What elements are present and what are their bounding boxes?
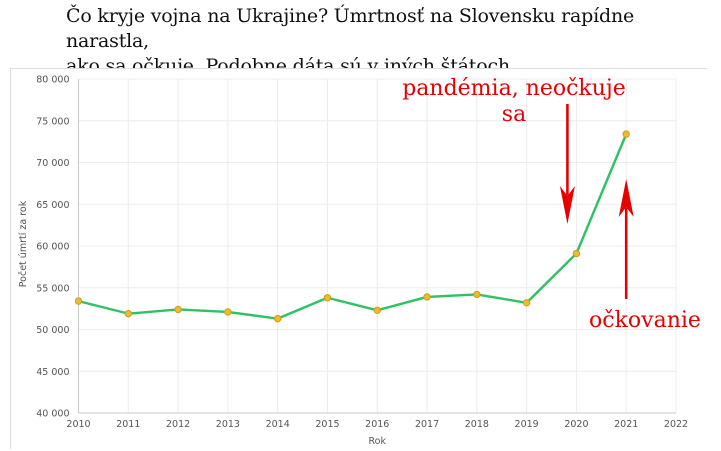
y-tick-label: 75 000: [36, 116, 69, 127]
x-tick-label: 2019: [515, 419, 539, 430]
page-title-line1: Čo kryje vojna na Ukrajine? Úmrtnosť na …: [66, 5, 635, 52]
x-axis-title: Rok: [369, 436, 387, 447]
x-tick-label: 2012: [166, 419, 190, 430]
x-tick-label: 2021: [614, 419, 638, 430]
data-point-2016: [373, 306, 381, 314]
y-tick-label: 50 000: [36, 325, 69, 336]
x-tick-label: 2018: [465, 419, 489, 430]
data-point-2019: [522, 299, 531, 307]
mortality-line: [77, 132, 628, 320]
data-point-2018: [473, 290, 481, 299]
pandemic-arrow-head: [559, 186, 575, 224]
y-tick-label: 65 000: [36, 200, 69, 211]
data-point-2012: [174, 305, 182, 314]
y-tick-label: 70 000: [36, 158, 69, 169]
vaccination-arrow-head: [618, 179, 634, 217]
data-point-2020: [572, 249, 581, 258]
data-point-2021: [622, 130, 630, 138]
y-tick-label: 45 000: [36, 367, 69, 378]
x-tick-label: 2016: [365, 419, 389, 430]
x-tick-label: 2011: [116, 419, 140, 430]
y-tick-label: 55 000: [36, 283, 69, 294]
x-tick-label: 2022: [664, 419, 688, 430]
data-point-2010: [74, 297, 83, 305]
data-point-2017: [423, 293, 431, 301]
data-point-2014: [273, 314, 282, 323]
y-tick-label: 60 000: [36, 242, 69, 253]
annotation-pandemic: pandémia, neočkuje sa: [402, 76, 626, 127]
y-tick-label: 40 000: [36, 409, 69, 420]
x-tick-label: 2020: [564, 419, 588, 430]
annotation-vaccination: očkovanie: [589, 308, 701, 333]
x-tick-label: 2017: [415, 419, 439, 430]
x-tick-label: 2013: [216, 419, 240, 430]
data-point-2011: [124, 309, 132, 318]
x-tick-label: 2014: [266, 419, 290, 430]
mortality-chart-svg: 40 000 45 000 50 000 55 000 60 000 65 000 70 0…: [36, 75, 688, 448]
x-tick-label: 2010: [66, 419, 90, 430]
data-point-2015: [323, 294, 332, 302]
mortality-chart: 40 000 45 000 50 000 55 000 60 000 65 000 70 0…: [10, 68, 707, 449]
y-tick-label: 80 000: [36, 75, 69, 86]
y-axis-title: Počet úmrtí za rok: [18, 200, 29, 288]
data-point-2013: [224, 308, 232, 316]
x-tick-label: 2015: [315, 419, 339, 430]
